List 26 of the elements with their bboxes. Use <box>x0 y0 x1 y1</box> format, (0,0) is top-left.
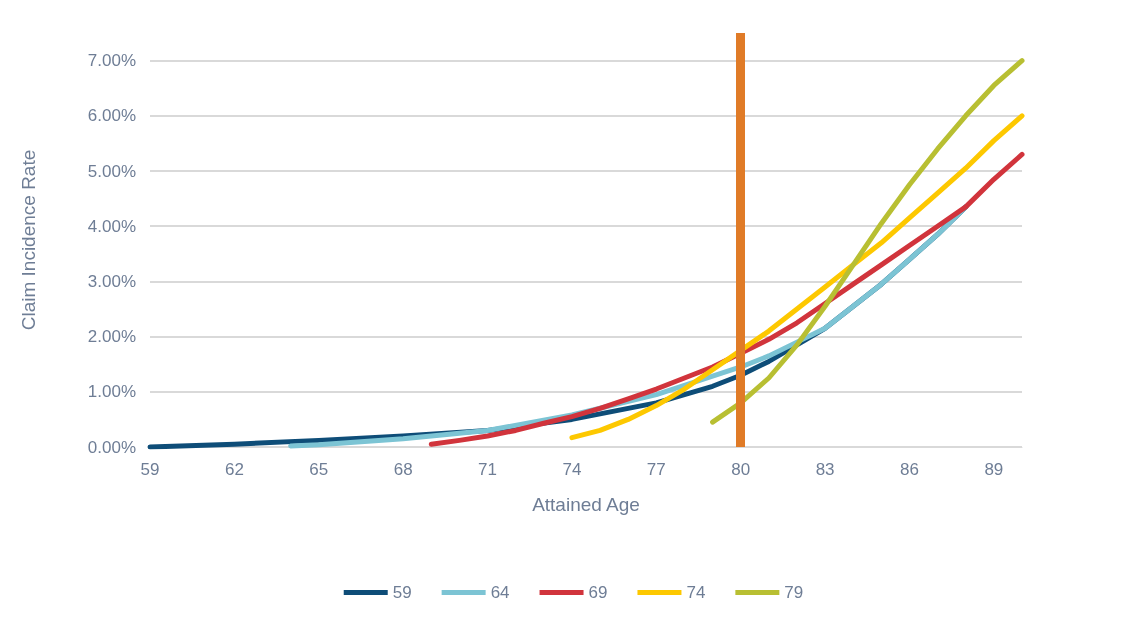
legend-label: 74 <box>686 583 706 602</box>
x-tick-label: 74 <box>562 460 582 479</box>
x-axis-title: Attained Age <box>532 494 640 515</box>
legend-label: 64 <box>490 583 510 602</box>
y-tick-label: 3.00% <box>87 271 136 291</box>
legend-label: 79 <box>784 583 804 602</box>
x-tick-label: 77 <box>646 460 666 479</box>
y-tick-label: 0.00% <box>87 437 136 457</box>
x-tick-label: 89 <box>984 460 1004 479</box>
x-tick-label: 71 <box>478 460 498 479</box>
x-tick-label: 80 <box>731 460 751 479</box>
x-tick-label: 83 <box>815 460 835 479</box>
y-tick-label: 2.00% <box>87 327 136 347</box>
x-tick-label: 68 <box>393 460 413 479</box>
y-tick-label: 4.00% <box>87 216 136 236</box>
legend-label: 59 <box>392 583 412 602</box>
x-tick-label: 86 <box>900 460 919 479</box>
y-axis-title: Claim Incidence Rate <box>18 149 39 331</box>
x-tick-label: 65 <box>309 460 329 479</box>
y-tick-label: 5.00% <box>87 161 136 181</box>
y-tick-label: 1.00% <box>87 382 136 402</box>
legend-label: 69 <box>588 583 608 602</box>
y-tick-label: 6.00% <box>87 106 136 126</box>
x-tick-label: 59 <box>140 460 160 479</box>
x-tick-label: 62 <box>224 460 244 479</box>
y-tick-label: 7.00% <box>87 51 136 71</box>
